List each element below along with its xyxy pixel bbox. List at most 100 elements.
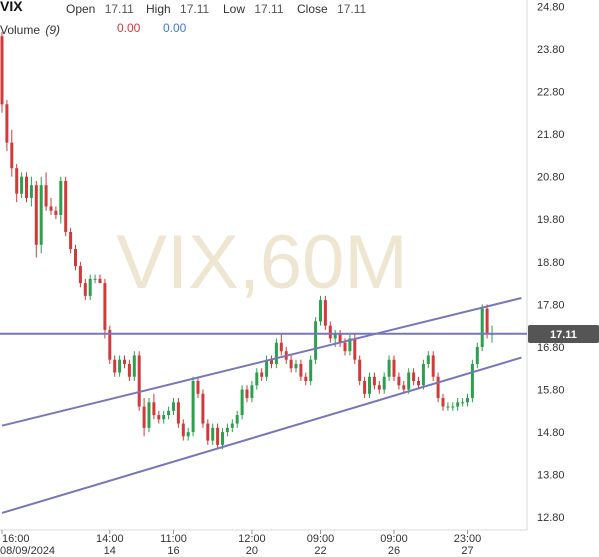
candle: [294, 359, 298, 373]
candle: [309, 355, 313, 386]
candle: [123, 355, 126, 369]
candle: [377, 381, 381, 394]
candle: [162, 410, 166, 424]
date-tick-label: 16: [167, 545, 179, 557]
candle: [5, 100, 9, 152]
candle: [397, 372, 401, 390]
price-tick-label: 23.80: [537, 44, 565, 56]
open-group: Open 17.11: [66, 2, 134, 16]
candle: [250, 381, 254, 403]
high-label: High: [146, 2, 171, 16]
open-label: Open: [66, 2, 96, 16]
low-label: Low: [223, 2, 246, 16]
price-tick-label: 16.80: [537, 342, 565, 354]
candle: [328, 321, 332, 343]
volume-value-1: 0.00: [117, 21, 141, 35]
candle: [392, 355, 396, 382]
candle: [260, 368, 264, 382]
price-tick-label: 20.80: [537, 172, 565, 184]
candle: [49, 197, 53, 215]
candle: [338, 329, 342, 347]
last-price-tag: [528, 325, 599, 343]
close-value: 17.11: [337, 2, 367, 16]
date-tick-label: 26: [388, 545, 400, 557]
price-tick-label: 18.80: [537, 257, 565, 269]
price-axis: 12.80 13.80 14.80 15.80 16.80 17.80 18.80 19.80…: [537, 1, 565, 524]
close-label: Close: [297, 2, 328, 16]
candle: [372, 372, 376, 390]
candle: [10, 129, 14, 177]
candle: [240, 385, 244, 420]
candle: [191, 376, 195, 437]
candle: [304, 372, 308, 386]
candle: [196, 376, 200, 399]
price-tick-label: 19.80: [537, 214, 565, 226]
time-tick-label: 16:00: [2, 533, 30, 545]
candle: [172, 398, 175, 416]
candle: [466, 393, 469, 407]
candle: [78, 261, 82, 288]
candle: [118, 355, 122, 377]
candle: [216, 423, 220, 450]
high-group: High 17.11: [146, 2, 209, 16]
candle: [59, 176, 63, 224]
candle: [441, 393, 445, 411]
candle: [314, 317, 318, 364]
open-value: 17.11: [104, 2, 134, 16]
candle: [211, 423, 215, 445]
candle: [54, 206, 58, 220]
time-tick-label: 14:00: [96, 533, 124, 545]
candle: [29, 176, 33, 207]
candle: [412, 368, 416, 386]
low-value: 17.11: [254, 2, 284, 16]
candle: [34, 180, 38, 258]
candle: [358, 355, 362, 386]
candle: [382, 372, 386, 394]
date-tick-label: 22: [314, 545, 326, 557]
candle: [206, 419, 210, 445]
volume-value-2: 0.00: [163, 21, 187, 35]
candle: [157, 410, 161, 424]
candles-group: [0, 31, 494, 450]
last-price-tag-group: 17.11: [528, 325, 599, 343]
candle: [387, 355, 391, 382]
candle: [39, 176, 43, 254]
date-tick-label: 14: [104, 545, 116, 557]
candle: [127, 359, 131, 382]
candle: [235, 410, 239, 428]
low-group: Low 17.11: [223, 2, 284, 16]
candle: [181, 419, 185, 441]
candle: [44, 172, 48, 211]
channel-lower-line[interactable]: [1, 356, 522, 514]
candle: [137, 351, 141, 411]
candle: [402, 381, 406, 394]
channel-upper-line[interactable]: [1, 297, 522, 427]
candle: [93, 274, 97, 284]
time-tick-label: 09:00: [307, 533, 335, 545]
candle: [186, 427, 190, 441]
date-tick-label: 27: [461, 545, 473, 557]
candle: [461, 398, 465, 407]
price-tick-label: 17.80: [537, 299, 565, 311]
candle: [348, 334, 352, 356]
candle: [167, 406, 171, 420]
candle: [421, 359, 425, 390]
price-tick-label: 22.80: [537, 87, 565, 99]
price-tick-label: 15.80: [537, 385, 565, 397]
candle: [74, 244, 77, 271]
candle: [407, 368, 411, 394]
symbol-label: VIX: [0, 0, 23, 14]
candle: [270, 355, 273, 369]
candle: [368, 372, 371, 399]
date-tick-label: 20: [246, 545, 258, 557]
time-tick-label: 11:00: [160, 533, 187, 545]
candle: [225, 423, 229, 437]
candle: [475, 342, 479, 369]
price-tick-label: 14.80: [537, 427, 565, 439]
candle: [436, 372, 440, 403]
candle: [113, 355, 117, 377]
candle: [221, 427, 224, 450]
volume-label: Volume: [0, 23, 41, 37]
candle: [363, 376, 367, 399]
